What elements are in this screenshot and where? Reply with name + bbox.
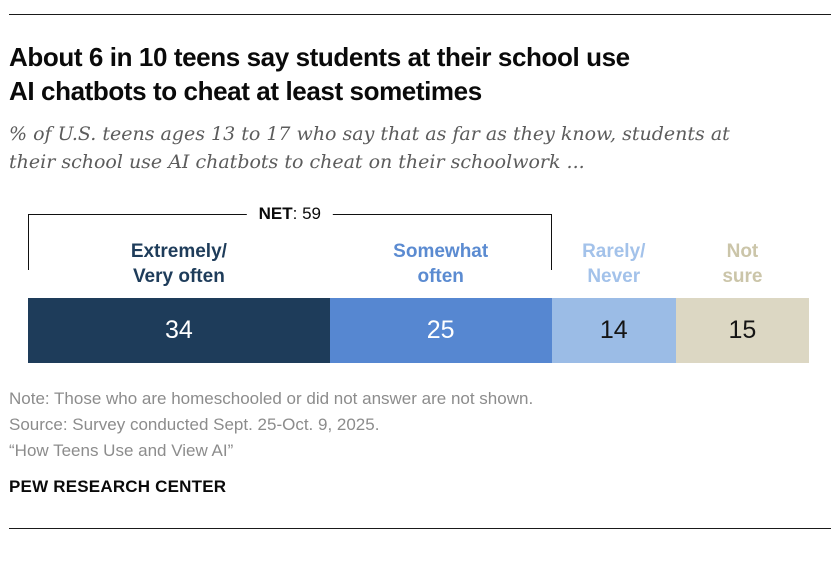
top-divider	[9, 14, 831, 15]
bar-value: 34	[164, 316, 193, 344]
category-label-line: Extremely/	[130, 241, 227, 262]
stacked-bar: 34 25 14 15	[28, 298, 809, 363]
bar-value: 14	[599, 316, 628, 344]
footer-notes: Note: Those who are homeschooled or did …	[9, 386, 831, 464]
category-label-rarely-never: Rarely/ Never	[552, 239, 676, 289]
category-label-line: often	[417, 266, 464, 287]
pew-chart-card: About 6 in 10 teens say students at thei…	[0, 14, 840, 578]
note-line: Note: Those who are homeschooled or did …	[9, 389, 534, 408]
category-label-line: Never	[587, 266, 641, 287]
net-label-value: : 59	[292, 204, 322, 223]
category-label-line: Rarely/	[582, 241, 646, 262]
chart-subtitle-line-1: % of U.S. teens ages 13 to 17 who say th…	[9, 123, 730, 145]
chart-subtitle-line-2: their school use AI chatbots to cheat on…	[9, 151, 585, 173]
net-label: NET: 59	[246, 204, 334, 224]
category-label-line: Not	[726, 241, 759, 262]
category-label-not-sure: Not sure	[676, 239, 809, 289]
category-label-line: Very often	[132, 266, 225, 287]
pew-research-center-wordmark: PEW RESEARCH CENTER	[9, 477, 227, 496]
bottom-divider	[9, 528, 831, 529]
chart-subtitle: % of U.S. teens ages 13 to 17 who say th…	[9, 120, 831, 176]
net-label-prefix: NET	[258, 204, 293, 223]
bar-segment-not-sure: 15	[675, 298, 809, 363]
category-label-somewhat-often: Somewhat often	[330, 239, 552, 289]
bar-value: 15	[728, 316, 757, 344]
chart-header-area: NET: 59 Extremely/ Very often Somewhat o…	[28, 204, 809, 298]
bar-segment-somewhat-often: 25	[329, 298, 552, 363]
bar-segment-extremely-very-often: 34	[28, 298, 330, 363]
chart-title: About 6 in 10 teens say students at thei…	[9, 40, 831, 108]
bar-value: 25	[426, 316, 455, 344]
category-labels-row: Extremely/ Very often Somewhat often Rar…	[28, 239, 809, 289]
stacked-bar-chart: NET: 59 Extremely/ Very often Somewhat o…	[28, 204, 809, 363]
category-label-line: Somewhat	[393, 241, 489, 262]
net-bracket: NET: 59	[28, 204, 552, 270]
bar-segment-rarely-never: 14	[551, 298, 676, 363]
category-label-extremely-very-often: Extremely/ Very often	[28, 239, 330, 289]
citation-line: “How Teens Use and View AI”	[9, 441, 234, 460]
chart-title-line-2: AI chatbots to cheat at least sometimes	[9, 76, 482, 106]
category-label-line: sure	[722, 266, 763, 287]
source-line: Source: Survey conducted Sept. 25-Oct. 9…	[9, 415, 380, 434]
chart-title-line-1: About 6 in 10 teens say students at thei…	[9, 42, 630, 72]
